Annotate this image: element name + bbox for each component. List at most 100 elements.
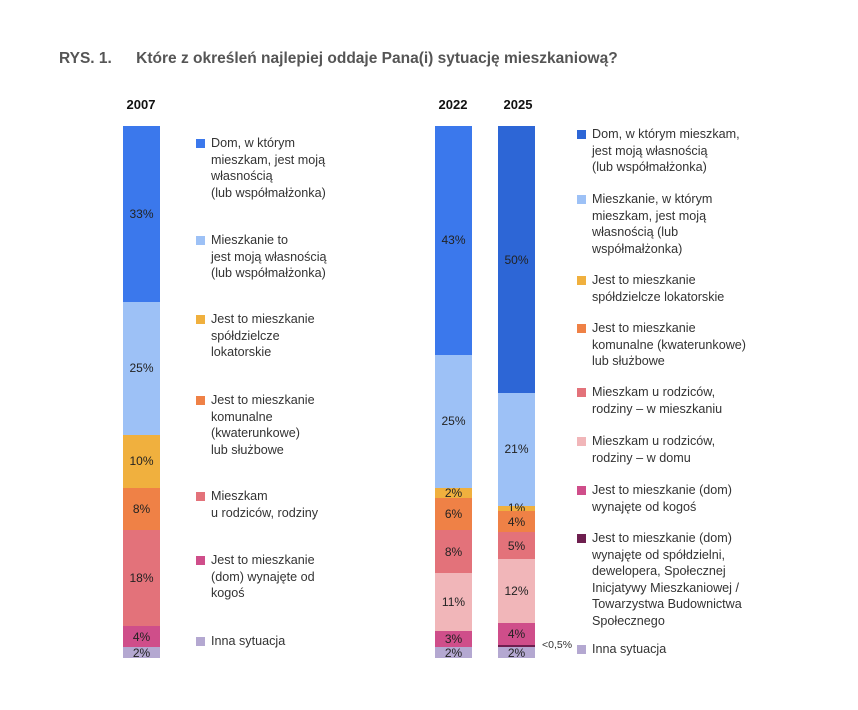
bar-segment-2007-6: 2% — [123, 645, 160, 660]
data-label: 8% — [132, 502, 151, 517]
legend-swatch — [196, 556, 205, 565]
data-label: 12% — [504, 584, 529, 599]
bar-segment-2022-3: 6% — [435, 498, 472, 531]
data-label: 43% — [441, 233, 466, 248]
year-label-2025: 2025 — [503, 97, 533, 112]
data-label: 10% — [129, 454, 154, 469]
bar-segment-2022-6: 3% — [435, 631, 472, 648]
bar-segment-2007-3: 8% — [123, 487, 160, 531]
bar-segment-2025-1: 21% — [498, 393, 535, 506]
data-label: 25% — [441, 414, 466, 429]
legend-swatch — [196, 396, 205, 405]
legend-label: Jest to mieszkanie komunalne (kwaterunkow… — [592, 321, 746, 368]
legend-label: Jest to mieszkanie spółdzielcze lokatorsk… — [592, 273, 725, 304]
bar-segment-2025-7 — [498, 644, 535, 648]
legend-label: Mieszkam u rodziców, rodziny – w domu — [592, 434, 716, 465]
bar-segment-2022-4: 8% — [435, 530, 472, 573]
right-legend-item-3: Jest to mieszkanie komunalne (kwaterunkow… — [577, 320, 746, 370]
left-legend-item-5: Jest to mieszkanie (dom) wynajęte od kogoś — [196, 552, 315, 602]
data-label: 3% — [444, 632, 463, 647]
right-legend-item-4: Mieszkam u rodziców, rodziny – w mieszkan… — [577, 384, 722, 417]
right-legend-item-7: Jest to mieszkanie (dom) wynajęte od spół… — [577, 530, 742, 629]
legend-swatch — [577, 645, 586, 654]
data-label: 33% — [129, 206, 154, 221]
bar-segment-2025-5: 12% — [498, 559, 535, 624]
left-legend-item-4: Mieszkam u rodziców, rodziny — [196, 488, 318, 521]
legend-swatch — [196, 637, 205, 646]
bar-2025: 50% 21% 1% 4% 5% 12% 4% 2% — [498, 126, 535, 660]
legend-label: Jest to mieszkanie spółdzielcze lokatorski… — [211, 312, 315, 359]
right-legend-item-5: Mieszkam u rodziców, rodziny – w domu — [577, 433, 715, 466]
legend-swatch — [577, 195, 586, 204]
legend-swatch — [577, 324, 586, 333]
right-legend-item-1: Mieszkanie, w którym mieszkam, jest moją w… — [577, 191, 712, 257]
legend-label: Inna sytuacja — [592, 642, 667, 656]
bar-segment-2022-0: 43% — [435, 126, 472, 355]
right-legend-item-0: Dom, w którym mieszkam, jest moją własnoś… — [577, 126, 740, 176]
bar-segment-2007-0: 33% — [123, 126, 160, 302]
data-label: 8% — [444, 544, 463, 559]
bar-2007: 33% 25% 10% 8% 18% 4% 2% — [123, 126, 160, 660]
data-label: 18% — [129, 571, 154, 586]
legend-swatch — [577, 388, 586, 397]
data-label: 2% — [444, 486, 463, 501]
bar-segment-2025-3: 4% — [498, 510, 535, 533]
legend-label: Dom, w którym mieszkam, jest moją własnośc… — [211, 136, 326, 200]
year-label-2022: 2022 — [438, 97, 468, 112]
left-legend-item-3: Jest to mieszkanie komunalne (kwaterunkowe… — [196, 392, 315, 458]
figure-question: Które z określeń najlepiej oddaje Pana(i… — [136, 50, 618, 67]
legend-swatch — [196, 315, 205, 324]
bar-segment-2007-1: 25% — [123, 301, 160, 435]
legend-swatch — [196, 139, 205, 148]
bar-segment-2025-8: 2% — [498, 645, 535, 660]
bar-2022: 43% 25% 2% 6% 8% 11% 3% 2% — [435, 126, 472, 660]
legend-swatch — [196, 236, 205, 245]
small-value-note: <0,5% — [542, 639, 573, 651]
left-legend-item-6: Inna sytuacja — [196, 633, 285, 650]
legend-label: Jest to mieszkanie komunalne (kwaterunkowe… — [211, 393, 315, 457]
right-legend-item-2: Jest to mieszkanie spółdzielcze lokatorsk… — [577, 272, 724, 305]
figure-title: RYS. 1. Które z określeń najlepiej oddaj… — [59, 50, 618, 68]
data-label: 4% — [132, 629, 151, 644]
legend-label: Mieszkam u rodziców, rodziny – w mieszkan… — [592, 385, 723, 416]
legend-label: Inna sytuacja — [211, 634, 286, 648]
legend-label: Jest to mieszkanie (dom) wynajęte od kogoś — [211, 553, 315, 600]
legend-label: Mieszkam u rodziców, rodziny — [211, 489, 319, 520]
bar-segment-2025-4: 5% — [498, 532, 535, 560]
bar-segment-2022-5: 11% — [435, 572, 472, 632]
data-label: 50% — [504, 252, 529, 267]
bar-segment-2022-1: 25% — [435, 354, 472, 488]
data-label: 5% — [507, 538, 526, 553]
legend-swatch — [577, 437, 586, 446]
legend-swatch — [577, 276, 586, 285]
bar-segment-2025-0: 50% — [498, 126, 535, 394]
right-legend-item-6: Jest to mieszkanie (dom) wynajęte od kogo… — [577, 482, 732, 515]
legend-label: Dom, w którym mieszkam, jest moją własnoś… — [592, 127, 740, 174]
data-label: 2% — [444, 645, 463, 660]
data-label: 4% — [507, 514, 526, 529]
data-label: 6% — [444, 507, 463, 522]
legend-swatch — [577, 486, 586, 495]
legend-swatch — [577, 130, 586, 139]
data-label: 4% — [507, 626, 526, 641]
left-legend-item-2: Jest to mieszkanie spółdzielcze lokatorski… — [196, 311, 315, 361]
bar-segment-2007-2: 10% — [123, 434, 160, 488]
bar-segment-2022-8: 2% — [435, 645, 472, 660]
legend-label: Mieszkanie, w którym mieszkam, jest moją w… — [592, 192, 713, 256]
figure-label: RYS. 1. — [59, 50, 112, 67]
bar-segment-2007-5: 4% — [123, 626, 160, 648]
left-legend-item-0: Dom, w którym mieszkam, jest moją własnośc… — [196, 135, 326, 201]
data-label: 2% — [507, 645, 526, 660]
data-label: 21% — [504, 442, 529, 457]
legend-label: Jest to mieszkanie (dom) wynajęte od spół… — [592, 531, 742, 628]
left-legend-item-1: Mieszkanie to jest moją własnością (lub ws… — [196, 232, 327, 282]
legend-label: Mieszkanie to jest moją własnością (lub ws… — [211, 233, 327, 280]
bar-segment-2022-2: 2% — [435, 486, 472, 501]
legend-swatch — [577, 534, 586, 543]
bar-segment-2007-4: 18% — [123, 530, 160, 627]
data-label: 2% — [132, 645, 151, 660]
year-label-2007: 2007 — [126, 97, 156, 112]
data-label: 25% — [129, 361, 154, 376]
legend-label: Jest to mieszkanie (dom) wynajęte od kogo… — [592, 483, 732, 514]
bar-segment-2025-6: 4% — [498, 623, 535, 645]
